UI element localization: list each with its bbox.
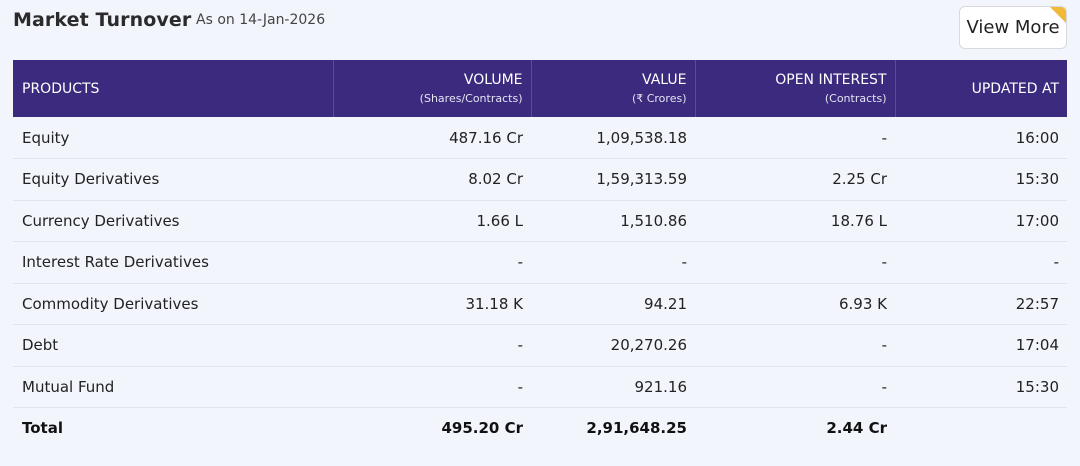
volume-cell: - [333, 241, 531, 284]
column-header-products: PRODUCTS [13, 60, 334, 117]
product-cell: Currency Derivatives [13, 200, 333, 242]
value-cell: 1,09,538.18 [531, 117, 695, 159]
page-header: Market Turnover As on 14-Jan-2026 View M… [13, 6, 1067, 54]
column-header-updated-at: UPDATED AT [971, 80, 1059, 97]
table-row: Interest Rate Derivatives - - - - [13, 241, 1067, 284]
volume-cell: 31.18 K [333, 283, 531, 325]
page-title: Market Turnover [13, 9, 192, 31]
product-cell: Equity [13, 117, 333, 159]
column-header-volume: VOLUME (Shares/Contracts) [333, 60, 532, 117]
open-interest-cell: - [695, 366, 895, 408]
column-header-value: VALUE (₹ Crores) [531, 60, 696, 117]
column-subheader-value: (₹ Crores) [631, 92, 687, 105]
volume-cell: - [333, 366, 531, 408]
updated-at-cell: 17:04 [895, 324, 1067, 367]
product-cell: Debt [13, 324, 333, 367]
table-row: Commodity Derivatives 31.18 K 94.21 6.93… [13, 283, 1067, 325]
updated-at-cell: 15:30 [895, 158, 1067, 201]
table-row: Equity Derivatives 8.02 Cr 1,59,313.59 2… [13, 158, 1067, 201]
product-cell: Mutual Fund [13, 366, 333, 408]
column-header-open-interest: OPEN INTEREST (Contracts) [695, 60, 896, 117]
open-interest-cell: - [695, 241, 895, 284]
open-interest-cell: 2.25 Cr [695, 158, 895, 201]
value-cell: 1,510.86 [531, 200, 695, 242]
value-cell: 921.16 [531, 366, 695, 408]
table-row: Equity 487.16 Cr 1,09,538.18 - 16:00 [13, 117, 1067, 159]
column-subheader-open-interest: (Contracts) [824, 92, 887, 105]
volume-cell: 487.16 Cr [333, 117, 531, 159]
product-cell: Equity Derivatives [13, 158, 333, 201]
product-cell: Interest Rate Derivatives [13, 241, 333, 284]
corner-accent [1050, 7, 1066, 23]
open-interest-cell: 6.93 K [695, 283, 895, 325]
total-label: Total [22, 419, 63, 438]
volume-cell: - [333, 324, 531, 367]
volume-cell: 8.02 Cr [333, 158, 531, 201]
value-cell: 20,270.26 [531, 324, 695, 367]
total-volume: 495.20 Cr [441, 419, 523, 438]
value-cell: - [531, 241, 695, 284]
open-interest-cell: - [695, 117, 895, 159]
table-footer: Total 495.20 Cr 2,91,648.25 2.44 Cr [13, 408, 1067, 449]
updated-at-cell: - [895, 241, 1067, 284]
value-cell: 94.21 [531, 283, 695, 325]
table-row: Currency Derivatives 1.66 L 1,510.86 18.… [13, 200, 1067, 242]
total-row: Total 495.20 Cr 2,91,648.25 2.44 Cr [13, 408, 1067, 449]
updated-at-cell: 22:57 [895, 283, 1067, 325]
table-body: Equity 487.16 Cr 1,09,538.18 - 16:00 Equ… [13, 117, 1067, 408]
total-value: 2,91,648.25 [586, 419, 687, 438]
total-updated-at [895, 408, 1067, 449]
updated-at-cell: 17:00 [895, 200, 1067, 242]
volume-cell: 1.66 L [333, 200, 531, 242]
market-turnover-table: PRODUCTS VOLUME (Shares/Contracts) VALUE… [13, 60, 1067, 449]
total-open-interest: 2.44 Cr [826, 419, 887, 438]
updated-at-cell: 15:30 [895, 366, 1067, 408]
table-header: PRODUCTS VOLUME (Shares/Contracts) VALUE… [13, 60, 1067, 117]
view-more-label: View More [966, 17, 1060, 38]
table-row: Debt - 20,270.26 - 17:04 [13, 324, 1067, 367]
column-subheader-volume: (Shares/Contracts) [419, 92, 523, 105]
open-interest-cell: 18.76 L [695, 200, 895, 242]
as-on-date: As on 14-Jan-2026 [196, 12, 326, 28]
view-more-button[interactable]: View More [959, 6, 1067, 49]
value-cell: 1,59,313.59 [531, 158, 695, 201]
table-row: Mutual Fund - 921.16 - 15:30 [13, 366, 1067, 408]
open-interest-cell: - [695, 324, 895, 367]
product-cell: Commodity Derivatives [13, 283, 333, 325]
updated-at-cell: 16:00 [895, 117, 1067, 159]
